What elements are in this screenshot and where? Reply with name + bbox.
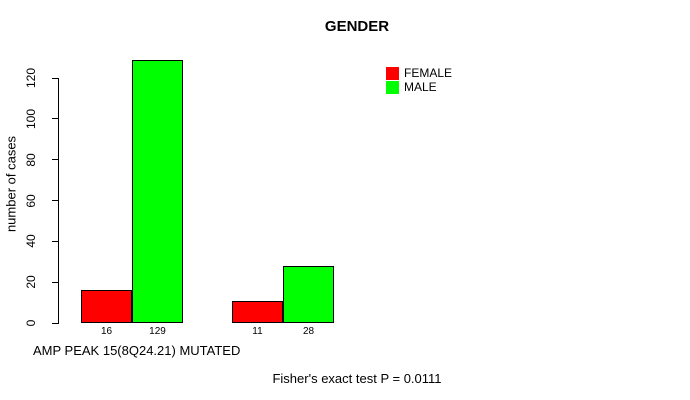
legend: FEMALE MALE bbox=[386, 66, 452, 94]
bar-value-label: 129 bbox=[149, 326, 166, 337]
y-axis-line bbox=[58, 78, 59, 324]
y-tick-label: 100 bbox=[24, 108, 38, 129]
legend-item-female: FEMALE bbox=[386, 66, 452, 80]
y-tick-mark bbox=[52, 281, 59, 283]
y-tick-label: 40 bbox=[24, 234, 38, 249]
y-tick-mark bbox=[52, 77, 59, 79]
y-tick-mark bbox=[52, 200, 59, 201]
bar-value-label: 16 bbox=[100, 326, 113, 337]
y-tick-mark bbox=[52, 240, 59, 242]
y-tick-label: 60 bbox=[24, 193, 38, 208]
bar-male-group1 bbox=[132, 59, 183, 323]
legend-label: FEMALE bbox=[404, 66, 453, 80]
legend-label: MALE bbox=[404, 80, 437, 94]
bar-female-group2 bbox=[232, 300, 283, 323]
bar-value-label: 28 bbox=[302, 326, 315, 337]
y-tick-label: 0 bbox=[24, 319, 38, 327]
y-axis-title: number of cases bbox=[3, 135, 19, 233]
y-tick-mark bbox=[52, 118, 59, 120]
y-tick-label: 120 bbox=[24, 67, 38, 89]
y-tick-label: 20 bbox=[24, 275, 38, 289]
legend-item-male: MALE bbox=[386, 80, 452, 94]
stat-annotation: Fisher's exact test P = 0.0111 bbox=[272, 371, 442, 386]
bar-female-group1 bbox=[81, 290, 132, 323]
bar-male-group2 bbox=[283, 265, 334, 323]
female-color-swatch bbox=[386, 66, 399, 80]
male-color-swatch bbox=[386, 80, 399, 94]
y-tick-mark bbox=[52, 322, 59, 324]
chart-title: GENDER bbox=[324, 18, 390, 35]
y-tick-label: 80 bbox=[24, 152, 38, 167]
x-axis-caption: AMP PEAK 15(8Q24.21) MUTATED bbox=[33, 343, 241, 358]
y-tick-mark bbox=[52, 159, 59, 161]
bar-value-label: 11 bbox=[252, 326, 263, 337]
